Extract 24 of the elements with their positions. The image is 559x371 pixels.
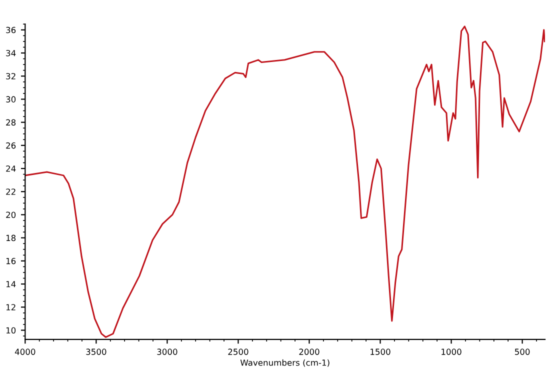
y-tick-label: 28 [6, 119, 16, 126]
y-tick-label: 16 [6, 258, 16, 264]
y-tick-label: 26 [6, 142, 16, 149]
y-tick-label: 18 [6, 234, 16, 242]
y-tick-label: 36 [6, 26, 16, 34]
x-tick-label: 3500 [86, 348, 106, 355]
y-tick-label: 32 [6, 73, 16, 80]
y-tick-label: 34 [6, 50, 16, 56]
y-tick-label: 14 [6, 281, 16, 288]
y-tick-label: 30 [6, 96, 16, 102]
y-tick-label: 24 [6, 165, 16, 172]
line-series [25, 26, 546, 338]
x-tick-label: 2500 [228, 348, 248, 355]
y-tick-label: 10 [6, 327, 16, 334]
x-tick-label: 3000 [157, 348, 178, 355]
y-tick-label: 22 [6, 188, 16, 195]
y-tick-label: 12 [6, 304, 16, 310]
x-tick-label: 2000 [299, 348, 320, 355]
x-tick-label: 1000 [442, 348, 462, 355]
x-tick-label: 1500 [370, 348, 390, 355]
y-tick-label: 20 [6, 212, 16, 218]
x-axis-title: Wavenumbers (cm-1) [240, 359, 330, 367]
x-tick-label: 4000 [14, 348, 36, 355]
x-tick-label: 500 [514, 348, 530, 355]
